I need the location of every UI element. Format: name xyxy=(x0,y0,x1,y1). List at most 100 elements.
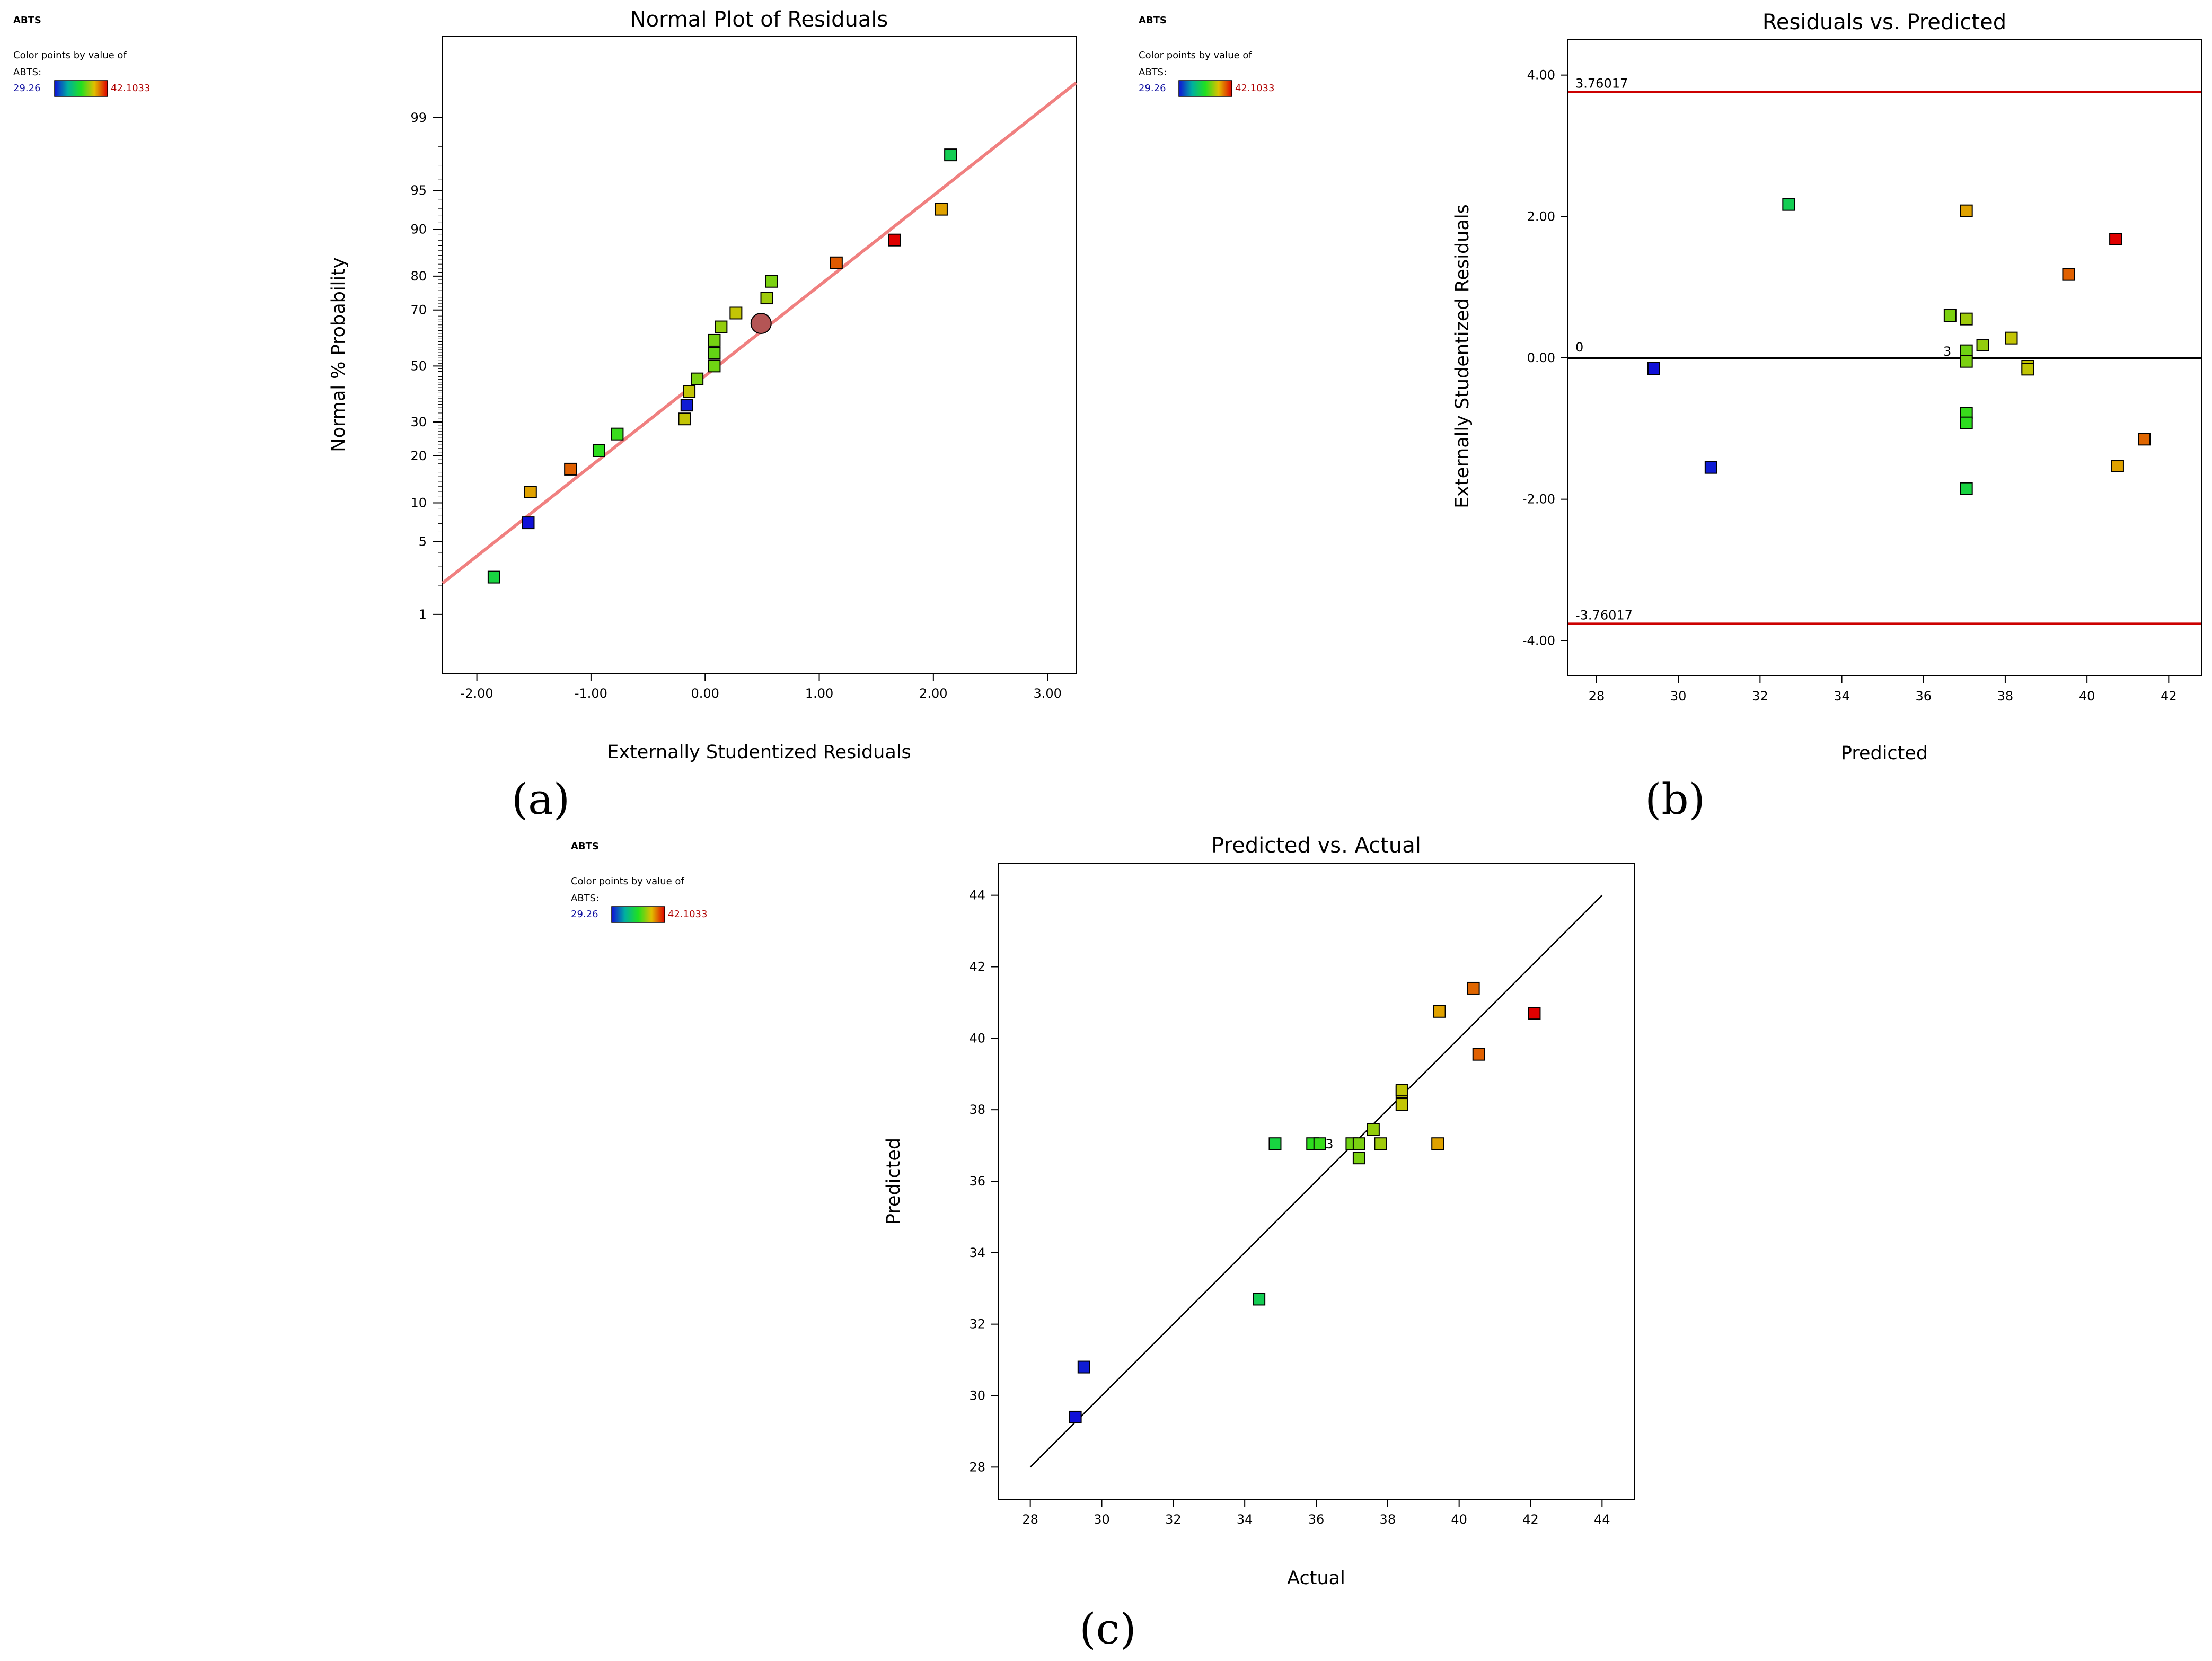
legend-line-1: Color points by value of xyxy=(571,876,684,887)
data-point xyxy=(487,570,500,584)
x-tick-label: 44 xyxy=(1594,1512,1610,1527)
chart-predicted-vs-actual: Predicted vs. Actual Actual Predicted 28… xyxy=(883,833,1635,1654)
data-point xyxy=(1069,1410,1082,1423)
data-point xyxy=(1374,1137,1387,1150)
y-tick-label: 50 xyxy=(410,358,427,373)
highlight-point xyxy=(750,313,772,335)
chart-title: Predicted vs. Actual xyxy=(1211,833,1421,858)
data-point xyxy=(1395,1098,1408,1111)
x-axis-label: Actual xyxy=(1287,1568,1345,1589)
legend-colorbar xyxy=(54,80,108,97)
x-tick-label: 28 xyxy=(1589,689,1605,704)
y-tick-label: 38 xyxy=(969,1102,985,1117)
y-tick-label: 30 xyxy=(969,1388,985,1403)
x-tick-label: 30 xyxy=(1094,1512,1110,1527)
data-point xyxy=(2109,233,2122,245)
data-point xyxy=(1960,416,1973,429)
legend-max-label: 42.1033 xyxy=(668,909,707,920)
x-tick-label: 30 xyxy=(1670,689,1687,704)
x-axis-label: Predicted xyxy=(1841,743,1928,764)
data-point xyxy=(1367,1123,1380,1136)
y-tick-label: 28 xyxy=(969,1460,985,1474)
y-axis-label: Normal % Probability xyxy=(328,257,349,452)
x-tick-label: 36 xyxy=(1915,689,1932,704)
chart-title: Residuals vs. Predicted xyxy=(1762,10,2006,34)
data-point xyxy=(1528,1007,1541,1020)
legend-max-label: 42.1033 xyxy=(111,83,150,94)
y-tick-label: 20 xyxy=(410,449,427,463)
y-tick-label: 36 xyxy=(969,1174,985,1189)
y-tick-label: 2.00 xyxy=(1527,209,1555,224)
x-axis-label: Externally Studentized Residuals xyxy=(607,742,911,763)
data-point xyxy=(888,233,901,247)
y-tick-label: 0.00 xyxy=(1527,350,1555,365)
x-tick-label: 2.00 xyxy=(919,686,947,701)
y-tick-label: 34 xyxy=(969,1245,985,1260)
x-tick-label: 3.00 xyxy=(1033,686,1061,701)
diagonal-reference-line xyxy=(1029,894,1603,1468)
legend-title: ABTS xyxy=(1139,15,1167,26)
data-point xyxy=(564,462,577,476)
y-tick-label: 95 xyxy=(410,183,427,198)
legend-colorbar xyxy=(611,906,665,923)
chart-normal-plot: Normal Plot of Residuals Externally Stud… xyxy=(328,7,1077,824)
y-tick-label: 99 xyxy=(410,110,427,125)
zero-label: 0 xyxy=(1575,340,1583,355)
data-point xyxy=(2138,433,2151,446)
legend-min-label: 29.26 xyxy=(13,83,41,94)
data-point xyxy=(680,399,693,412)
data-point xyxy=(524,486,537,499)
data-point xyxy=(1647,362,1660,375)
legend-line-1: Color points by value of xyxy=(1139,50,1252,61)
data-point xyxy=(935,203,948,216)
data-point xyxy=(1782,198,1795,211)
chart-residuals-vs-predicted: Residuals vs. Predicted Predicted Extern… xyxy=(1452,10,2202,824)
data-point xyxy=(830,256,843,269)
y-axis-label: Predicted xyxy=(883,1138,904,1225)
data-point xyxy=(522,516,535,530)
chart-title: Normal Plot of Residuals xyxy=(630,7,888,32)
y-tick-label: 5 xyxy=(419,534,427,549)
y-tick-label: 1 xyxy=(419,607,427,622)
data-point xyxy=(760,292,773,305)
lower-limit-label: -3.76017 xyxy=(1575,608,1633,622)
legend-line-2: ABTS: xyxy=(1139,67,1167,78)
data-point xyxy=(1077,1360,1090,1374)
data-point xyxy=(1268,1137,1282,1150)
x-tick-label: 40 xyxy=(2079,689,2095,704)
data-point xyxy=(683,385,696,398)
data-point xyxy=(1960,355,1973,368)
data-point xyxy=(1960,344,1973,357)
y-tick-label: 42 xyxy=(969,960,985,974)
data-point xyxy=(1395,1084,1408,1097)
data-point xyxy=(708,333,721,347)
y-tick-label: 4.00 xyxy=(1527,68,1555,83)
data-point xyxy=(708,359,721,373)
data-point xyxy=(2021,363,2034,376)
y-tick-label: -2.00 xyxy=(1522,492,1555,507)
legend-title: ABTS xyxy=(571,841,599,852)
panel-label-a: (a) xyxy=(512,775,570,824)
x-tick-label: 34 xyxy=(1834,689,1850,704)
y-tick-label: 30 xyxy=(410,415,427,429)
y-tick-label: 10 xyxy=(410,495,427,510)
x-tick-label: 36 xyxy=(1308,1512,1325,1527)
data-point xyxy=(944,148,957,162)
data-point xyxy=(1943,309,1957,322)
x-tick-label: 1.00 xyxy=(805,686,833,701)
y-tick-label: 44 xyxy=(969,888,985,903)
x-tick-label: 40 xyxy=(1451,1512,1467,1527)
y-tick-label: 80 xyxy=(410,269,427,284)
data-point xyxy=(1467,981,1480,995)
legend-line-2: ABTS: xyxy=(571,893,599,904)
upper-limit-label: 3.76017 xyxy=(1575,76,1628,91)
panel-label-c: (c) xyxy=(1079,1604,1136,1654)
x-tick-label: 28 xyxy=(1022,1512,1038,1527)
x-tick-label: 34 xyxy=(1237,1512,1253,1527)
x-tick-label: -1.00 xyxy=(575,686,607,701)
data-point xyxy=(1433,1005,1446,1018)
data-point xyxy=(1976,339,1989,351)
y-tick-label: 90 xyxy=(410,222,427,236)
y-axis-label: Externally Studentized Residuals xyxy=(1452,204,1473,508)
